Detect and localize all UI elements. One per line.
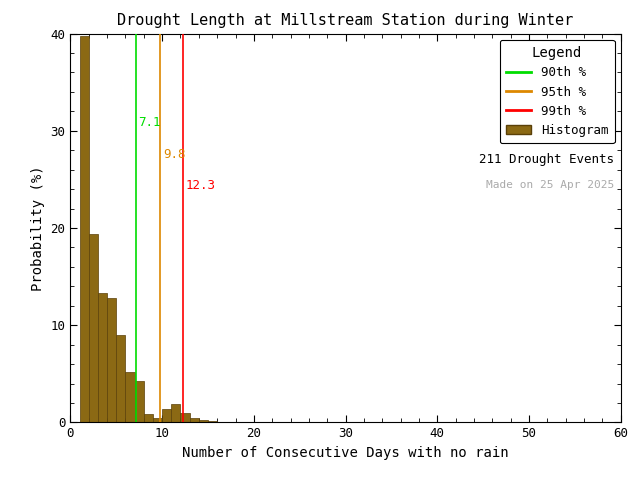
X-axis label: Number of Consecutive Days with no rain: Number of Consecutive Days with no rain — [182, 446, 509, 460]
Bar — [125, 372, 134, 422]
Bar — [134, 381, 144, 422]
Bar — [208, 421, 217, 422]
Text: 12.3: 12.3 — [186, 179, 216, 192]
Bar — [199, 420, 208, 422]
Legend: 90th %, 95th %, 99th %, Histogram: 90th %, 95th %, 99th %, Histogram — [500, 40, 614, 144]
Text: 9.8: 9.8 — [163, 148, 186, 161]
Text: 7.1: 7.1 — [138, 116, 161, 129]
Bar — [144, 414, 153, 422]
Bar — [116, 335, 125, 422]
Bar — [153, 418, 162, 422]
Bar — [189, 418, 199, 422]
Text: 211 Drought Events: 211 Drought Events — [479, 153, 614, 166]
Bar — [162, 409, 172, 422]
Y-axis label: Probability (%): Probability (%) — [31, 165, 45, 291]
Title: Drought Length at Millstream Station during Winter: Drought Length at Millstream Station dur… — [118, 13, 573, 28]
Bar — [98, 293, 107, 422]
Bar — [89, 234, 98, 422]
Bar — [180, 413, 189, 422]
Bar — [172, 404, 180, 422]
Bar — [79, 36, 89, 422]
Text: Made on 25 Apr 2025: Made on 25 Apr 2025 — [486, 180, 614, 190]
Bar — [107, 298, 116, 422]
